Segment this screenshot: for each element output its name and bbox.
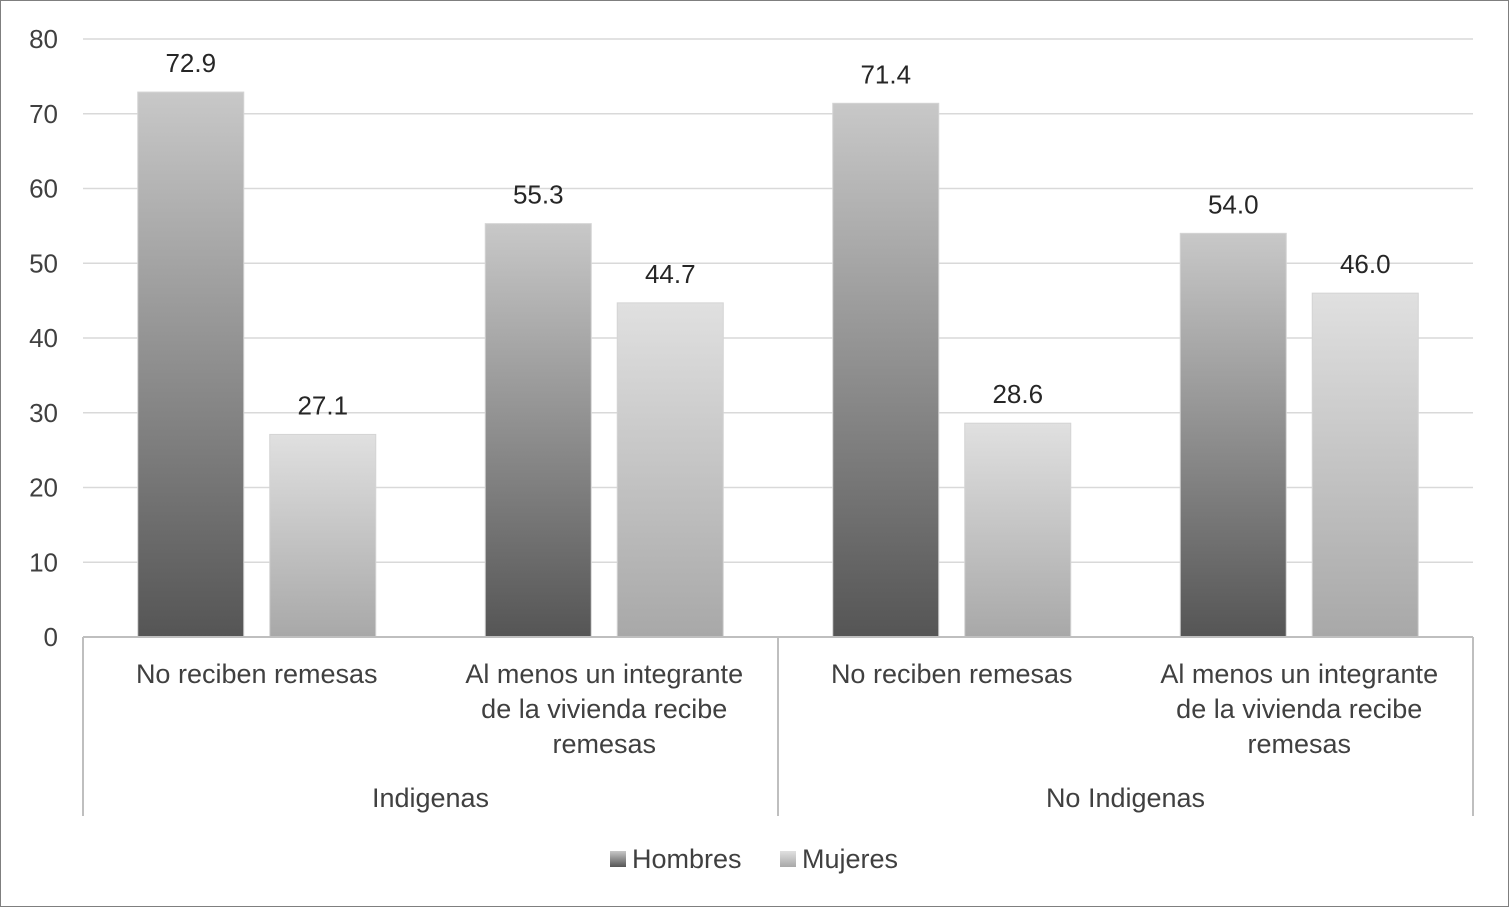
data-label: 27.1 [297, 390, 348, 420]
legend-label-hombres: Hombres [632, 844, 742, 874]
legend-swatch-mujeres [780, 851, 796, 867]
legend-swatch-hombres [610, 851, 626, 867]
y-tick-label: 30 [29, 398, 58, 428]
category-label: Al menos un integrante de la vivienda rec… [465, 659, 743, 759]
data-label: 28.6 [992, 379, 1043, 409]
y-tick-label: 70 [29, 99, 58, 129]
category-label: No reciben remesas [831, 659, 1073, 689]
bar-hombres [484, 223, 592, 638]
data-label: 46.0 [1340, 249, 1391, 279]
bar-mujeres [1311, 292, 1419, 638]
category-label: Al menos un integrante de la vivienda rec… [1160, 659, 1438, 759]
data-label: 71.4 [860, 59, 911, 89]
category-label-line: Al menos un integrante [465, 659, 743, 689]
category-label: No reciben remesas [136, 659, 378, 689]
bar-hombres [1179, 232, 1287, 638]
bar-mujeres [269, 433, 377, 638]
bars [137, 91, 1419, 638]
bar-hombres [137, 91, 245, 638]
category-label-line: No reciben remesas [831, 659, 1073, 689]
y-tick-label: 50 [29, 248, 58, 278]
category-label-line: remesas [552, 729, 656, 759]
legend: Hombres Mujeres [610, 844, 898, 874]
category-label-line: No reciben remesas [136, 659, 378, 689]
group-label: Indigenas [372, 783, 489, 813]
y-axis-ticks: 0 10 20 30 40 50 60 70 80 [29, 24, 58, 652]
data-label: 44.7 [645, 259, 696, 289]
data-label: 54.0 [1208, 189, 1259, 219]
y-tick-label: 40 [29, 323, 58, 353]
y-tick-label: 80 [29, 24, 58, 54]
legend-label-mujeres: Mujeres [802, 844, 898, 874]
data-label: 55.3 [513, 180, 564, 210]
y-tick-label: 60 [29, 174, 58, 204]
category-label-line: remesas [1247, 729, 1351, 759]
category-label-line: Al menos un integrante [1160, 659, 1438, 689]
data-labels: 72.9 27.1 55.3 44.7 71.4 28.6 54.0 46.0 [165, 48, 1390, 420]
group-label: No Indigenas [1046, 783, 1205, 813]
category-label-line: de la vivienda recibe [1176, 694, 1422, 724]
y-tick-label: 0 [44, 622, 58, 652]
y-tick-label: 20 [29, 473, 58, 503]
x-axis: No reciben remesas Al menos un integrante… [82, 636, 1474, 816]
data-label: 72.9 [165, 48, 216, 78]
bar-hombres [832, 102, 940, 638]
bar-mujeres [964, 422, 1072, 638]
y-tick-label: 10 [29, 547, 58, 577]
bar-mujeres [616, 302, 724, 638]
category-label-line: de la vivienda recibe [481, 694, 727, 724]
